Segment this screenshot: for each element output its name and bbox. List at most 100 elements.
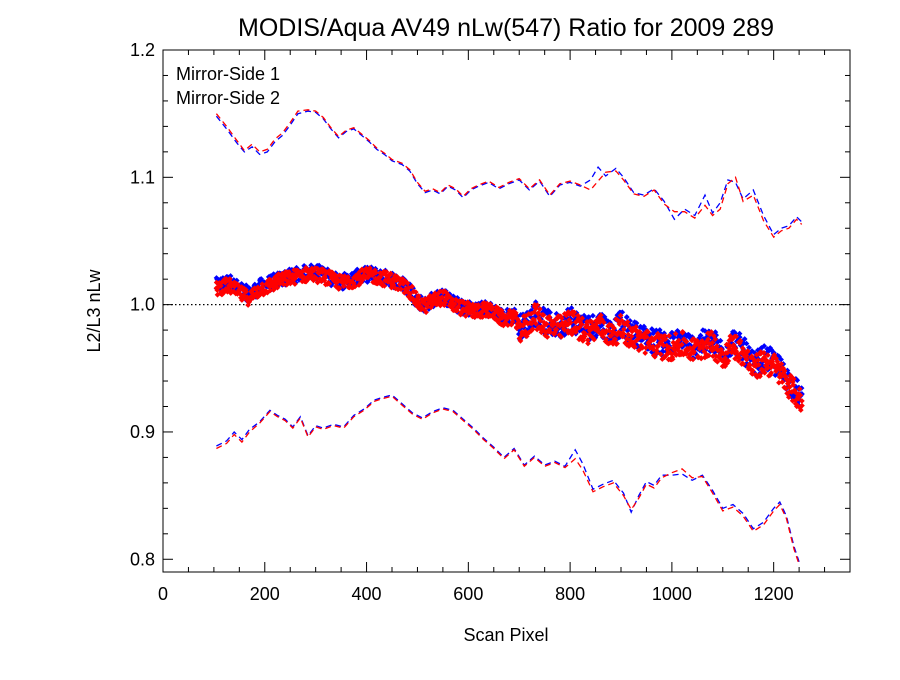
mirror-side-2-point	[652, 353, 658, 360]
mirror-side-2-point	[666, 332, 672, 339]
mirror-side-2-point	[243, 286, 249, 293]
mirror-side-2-point	[584, 337, 591, 343]
mirror-side-2-point	[690, 356, 696, 363]
mirror-side-2-point	[407, 290, 413, 297]
mirror-side-2-point	[624, 319, 631, 325]
mirror-side-1-point	[633, 320, 640, 326]
mirror-side-2-point	[662, 333, 668, 339]
x-axis-label: Scan Pixel	[463, 625, 548, 645]
mirror-side-2-point	[743, 356, 750, 363]
mirror-side-2-point	[387, 270, 394, 277]
mirror-side-1-point	[547, 309, 553, 316]
mirror-side-2-point	[744, 348, 751, 354]
y-axis-label: L2/L3 nLw	[84, 268, 104, 352]
mirror-side-2-point	[616, 321, 623, 327]
mirror-side-2-point	[666, 344, 673, 351]
y-tick-label: 1.2	[130, 40, 155, 60]
mirror-side-2-point	[625, 322, 631, 329]
mirror-side-2-point	[709, 339, 716, 346]
mirror-side-2-point	[657, 351, 664, 358]
mirror-side-2-point	[404, 280, 411, 287]
mirror-side-1-point	[717, 337, 724, 344]
y-tick-label: 0.9	[130, 422, 155, 442]
mirror-side-1-point	[736, 330, 743, 337]
mirror-side-2-point	[558, 315, 565, 322]
mirror-side-2-point	[537, 306, 543, 312]
mirror-side-2-point	[381, 283, 388, 289]
mirror-side-2-point	[533, 320, 539, 327]
mirror-side-2-point	[618, 317, 625, 324]
mirror-side-1-point	[593, 332, 600, 339]
mirror-side-2-point	[591, 336, 597, 343]
mirror-side-2-point	[553, 326, 560, 333]
mirror-side-2-point	[439, 294, 446, 301]
mirror-side-2-point	[765, 352, 771, 359]
mirror-side-2-point	[736, 354, 743, 361]
mirror-side-2-point	[725, 358, 732, 364]
mirror-side-2-point	[675, 337, 682, 344]
y-tick-label: 1.1	[130, 167, 155, 187]
mirror-side-2-point	[639, 344, 646, 351]
mirror-side-2-point	[340, 283, 347, 290]
mirror-side-2-point	[705, 352, 712, 359]
mirror-side-1-point	[761, 343, 768, 349]
mirror-side-1-lower-line	[216, 394, 800, 563]
mirror-side-2-point	[617, 312, 624, 319]
y-tick-label: 0.8	[130, 549, 155, 569]
chart-title: MODIS/Aqua AV49 nLw(547) Ratio for 2009 …	[238, 14, 774, 42]
mirror-side-2-point	[612, 336, 619, 343]
mirror-side-2-point	[796, 386, 803, 392]
x-tick-label: 800	[555, 584, 585, 604]
mirror-side-2-point	[383, 269, 390, 275]
mirror-side-2-point	[779, 379, 786, 385]
mirror-side-2-point	[768, 370, 775, 376]
mirror-side-2-point	[611, 325, 617, 332]
mirror-side-2-point	[785, 394, 792, 401]
mirror-side-2-point	[528, 320, 535, 327]
mirror-side-2-point	[449, 296, 456, 303]
mirror-side-2-point	[517, 338, 524, 344]
mirror-side-1-point	[656, 327, 663, 333]
mirror-side-2-point	[705, 336, 711, 343]
mirror-side-2-point	[326, 280, 333, 287]
mirror-side-2-point	[540, 312, 547, 318]
mirror-side-2-point	[790, 382, 797, 388]
mirror-side-2-point	[495, 305, 501, 312]
mirror-side-2-point	[643, 334, 650, 340]
mirror-side-2-point	[642, 350, 649, 356]
mirror-side-2-point	[755, 361, 762, 368]
mirror-side-2-point	[558, 334, 565, 340]
mirror-side-2-point	[412, 289, 419, 295]
x-tick-label: 0	[158, 584, 168, 604]
mirror-side-2-point	[598, 312, 604, 319]
plot-frame	[162, 49, 851, 573]
mirror-side-2-point	[274, 284, 281, 291]
mirror-side-2-point	[621, 326, 627, 333]
mirror-side-2-point	[678, 341, 685, 348]
mirror-side-2-point	[462, 313, 469, 319]
mirror-side-2-point	[672, 330, 679, 337]
mirror-side-2-point	[633, 324, 639, 330]
mirror-side-2-point	[259, 284, 266, 290]
mirror-side-2-point	[660, 342, 667, 349]
mirror-side-2-point	[698, 355, 705, 361]
mirror-side-2-point	[778, 373, 785, 380]
mirror-side-2-point	[489, 304, 496, 311]
mirror-side-2-upper-line	[215, 109, 803, 239]
mirror-side-2-point	[733, 333, 740, 340]
axes-layer: 0 200 400 600 800 1000 1200 0.8 0.9 1.0 1.1 1.2	[130, 40, 851, 604]
x-tick-label: 1200	[754, 584, 794, 604]
mirror-side-2-point	[543, 321, 550, 327]
mirror-side-2-point	[398, 286, 404, 293]
mirror-side-2-point	[669, 356, 676, 363]
mirror-side-1-point	[251, 281, 258, 288]
mirror-side-2-point	[581, 333, 588, 340]
mirror-side-2-point	[761, 349, 767, 356]
mirror-side-1-point	[590, 312, 596, 319]
mirror-side-2-point	[797, 392, 804, 399]
mirror-side-2-point	[712, 336, 719, 343]
mirror-side-2-points	[213, 264, 805, 413]
mirror-side-2-point	[322, 275, 328, 281]
